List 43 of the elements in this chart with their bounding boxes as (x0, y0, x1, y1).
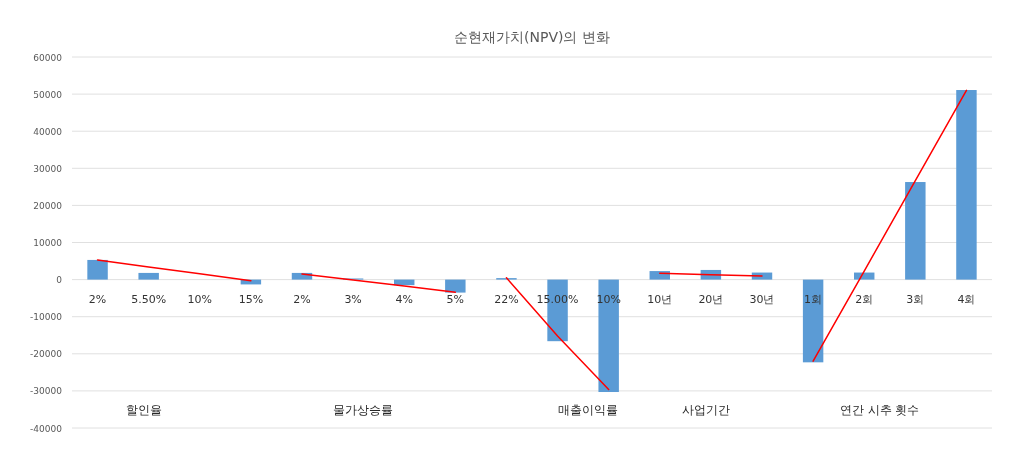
y-tick-label: -30000 (30, 386, 63, 397)
y-tick-label: -20000 (30, 349, 63, 360)
x-tick-label: 4회 (957, 292, 976, 306)
y-tick-label: 20000 (33, 200, 63, 211)
y-tick-label: 50000 (33, 89, 63, 100)
x-tick-label: 10년 (647, 292, 673, 306)
annotation: 할인율 (125, 403, 162, 417)
x-tick-label: 10% (187, 292, 212, 306)
x-tick-label: 20년 (698, 292, 724, 306)
annotation: 사업기간 (681, 403, 730, 417)
x-tick-label: 5.50% (131, 292, 167, 306)
annotation: 물가상승률 (333, 403, 394, 417)
x-tick-label: 2% (293, 292, 311, 306)
x-tick-label: 15% (238, 292, 264, 306)
y-tick-label: 10000 (33, 238, 63, 248)
line-series (301, 273, 457, 293)
x-tick-label: 2% (88, 292, 107, 306)
y-tick-label: -10000 (30, 312, 63, 323)
chart-title: 순현재가치(NPV)의 변화 (454, 29, 610, 45)
line-series (96, 259, 252, 282)
annotation: 연간 시추 횟수 (839, 403, 920, 417)
y-tick-label: 60000 (33, 52, 63, 63)
x-tick-label: 3% (344, 292, 362, 306)
y-tick-label: 30000 (33, 163, 63, 174)
bar (956, 90, 977, 280)
bar (598, 279, 619, 393)
x-tick-label: 4% (395, 292, 413, 306)
x-tick-label: 1회 (804, 292, 823, 306)
bar (905, 182, 926, 280)
x-tick-label: 2회 (855, 292, 874, 306)
bar (802, 279, 824, 363)
x-tick-label: 3회 (906, 292, 925, 306)
y-tick-label: 40000 (33, 126, 63, 137)
y-tick-label: 0 (56, 275, 63, 286)
y-tick-label: -40000 (30, 423, 63, 434)
annotation: 매출이익률 (558, 403, 619, 417)
bar (138, 272, 159, 280)
x-tick-label: 22% (494, 292, 519, 306)
bar (87, 259, 108, 280)
bar (445, 279, 466, 293)
x-tick-label: 30년 (749, 292, 775, 306)
bar (649, 271, 670, 280)
x-tick-label: 5% (446, 292, 465, 306)
